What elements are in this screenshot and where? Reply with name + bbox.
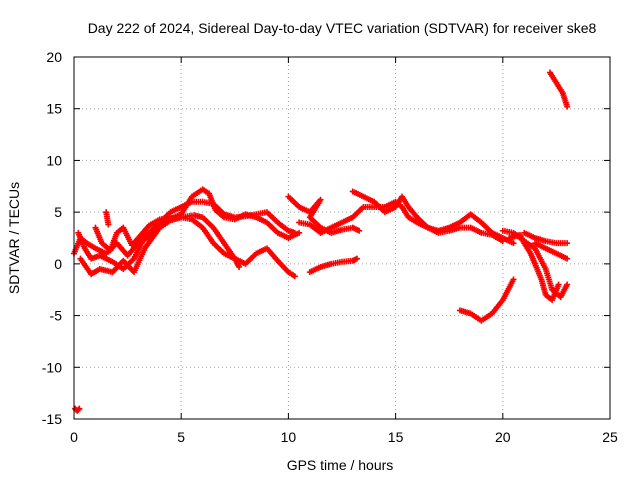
data-point-marker: [236, 263, 243, 270]
x-tick-label: 5: [177, 429, 185, 445]
series-track-10: [306, 255, 361, 276]
x-tick-label: 20: [495, 429, 511, 445]
data-point-marker: [510, 240, 517, 247]
series-track-4: [92, 214, 298, 280]
series-track-16: [546, 69, 571, 110]
data-point-marker: [555, 281, 562, 288]
data-point-marker: [354, 255, 361, 262]
data-point-marker: [564, 103, 571, 110]
y-tick-label: 20: [46, 49, 62, 65]
y-tick-label: -10: [42, 359, 62, 375]
series-track-2: [75, 186, 303, 273]
x-tick-label: 10: [281, 429, 297, 445]
data-point-marker: [564, 240, 571, 247]
data-point-marker: [356, 227, 363, 234]
data-point-marker: [510, 276, 517, 283]
x-tick-label: 25: [602, 429, 618, 445]
data-point-marker: [103, 209, 110, 216]
y-tick-label: -15: [42, 411, 62, 427]
axis-ticks: 0 5 10 15 20 25 -15 -10 -5 0 5 10 15 20: [42, 49, 618, 445]
data-point-marker: [499, 238, 506, 245]
x-axis-label: GPS time / hours: [287, 457, 394, 473]
x-tick-label: 0: [70, 429, 78, 445]
series-track-5: [103, 209, 112, 228]
data-point-marker: [75, 406, 82, 413]
y-axis-label: SDTVAR / TECUs: [6, 182, 22, 294]
y-tick-label: 5: [54, 204, 62, 220]
series-track-9: [349, 188, 506, 245]
plot-frame: [73, 56, 611, 420]
x-tick-label: 15: [388, 429, 404, 445]
series-track-15: [531, 240, 571, 262]
series-track-11: [456, 276, 517, 324]
data-point-marker: [564, 281, 571, 288]
y-tick-label: -5: [50, 308, 63, 324]
data-point-marker: [76, 405, 83, 412]
series-track-13: [506, 231, 562, 304]
data-point-marker: [291, 273, 298, 280]
data-point-marker: [296, 229, 303, 236]
chart-title: Day 222 of 2024, Sidereal Day-to-day VTE…: [88, 20, 597, 36]
data-point-marker: [564, 255, 571, 262]
y-tick-label: 15: [46, 101, 62, 117]
series-track-14: [521, 229, 571, 247]
data-points: [71, 69, 571, 414]
y-tick-label: 10: [46, 152, 62, 168]
series-track-6: [72, 405, 83, 414]
y-tick-label: 0: [54, 256, 62, 272]
